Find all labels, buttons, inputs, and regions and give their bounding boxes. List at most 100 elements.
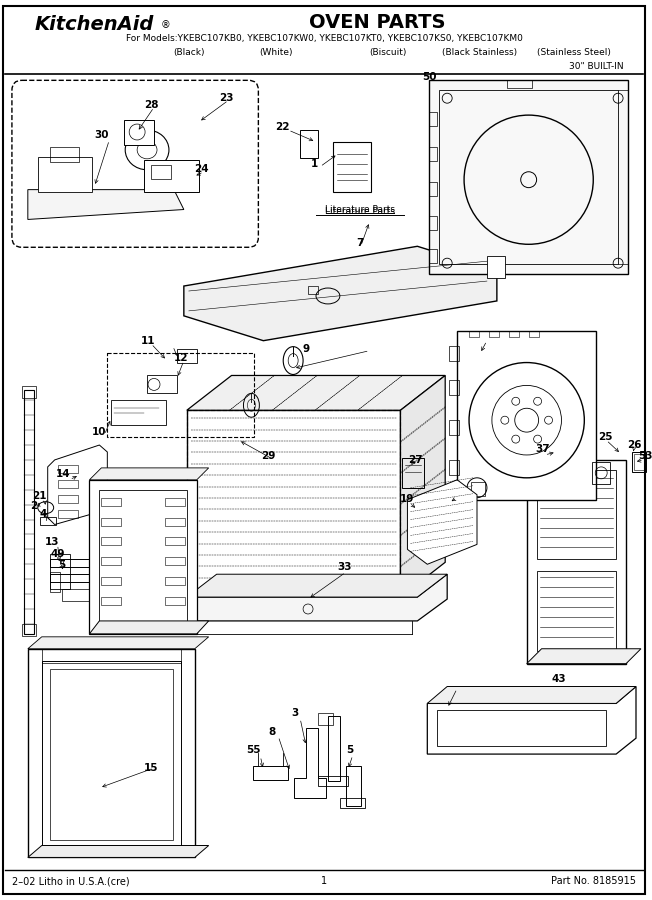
Text: 26: 26 xyxy=(627,440,642,450)
Bar xyxy=(22,386,36,399)
Bar xyxy=(429,182,437,195)
Bar xyxy=(537,470,616,559)
Bar xyxy=(38,157,93,192)
Text: Literature Parts: Literature Parts xyxy=(325,205,394,214)
Bar xyxy=(489,331,499,337)
Bar xyxy=(151,165,171,179)
Bar xyxy=(108,353,254,437)
Text: 4: 4 xyxy=(39,508,46,518)
Bar xyxy=(592,462,610,484)
Text: 29: 29 xyxy=(261,451,276,461)
Bar xyxy=(457,331,596,500)
Bar xyxy=(42,649,181,662)
Bar xyxy=(111,400,166,425)
Text: 21: 21 xyxy=(33,491,47,500)
Text: 19: 19 xyxy=(400,494,415,504)
Bar xyxy=(101,498,121,506)
Text: 30" BUILT-IN: 30" BUILT-IN xyxy=(569,62,624,71)
Text: 30: 30 xyxy=(94,130,109,140)
Text: Literature Parts: Literature Parts xyxy=(325,207,394,216)
Bar xyxy=(99,490,187,624)
Text: (Biscuit): (Biscuit) xyxy=(369,48,406,57)
Text: 49: 49 xyxy=(50,549,65,559)
Text: 2–02 Litho in U.S.A.(cre): 2–02 Litho in U.S.A.(cre) xyxy=(12,877,130,886)
Bar xyxy=(42,661,181,848)
Bar xyxy=(57,509,78,518)
Text: 2: 2 xyxy=(30,500,37,510)
Text: 1: 1 xyxy=(310,158,318,169)
Text: 15: 15 xyxy=(144,763,158,773)
Ellipse shape xyxy=(125,130,169,170)
Bar xyxy=(632,452,646,472)
Text: (White): (White) xyxy=(259,48,293,57)
Text: (Stainless Steel): (Stainless Steel) xyxy=(537,48,612,57)
Text: 24: 24 xyxy=(194,164,209,174)
Text: Part No. 8185915: Part No. 8185915 xyxy=(551,877,636,886)
Bar xyxy=(487,256,505,278)
Polygon shape xyxy=(28,637,209,649)
Polygon shape xyxy=(427,687,636,704)
Bar xyxy=(429,147,437,161)
Bar xyxy=(165,577,185,585)
Bar xyxy=(449,346,459,361)
Bar xyxy=(22,624,36,635)
Bar xyxy=(101,518,121,526)
Text: 55: 55 xyxy=(246,745,261,755)
Text: 37: 37 xyxy=(535,444,550,454)
Bar xyxy=(147,375,177,393)
Bar xyxy=(429,249,437,263)
Bar xyxy=(50,669,173,840)
Bar xyxy=(57,480,78,488)
Polygon shape xyxy=(187,375,445,410)
Polygon shape xyxy=(89,468,209,480)
Text: 14: 14 xyxy=(56,469,71,479)
Bar xyxy=(527,460,626,663)
Bar xyxy=(318,776,348,786)
Polygon shape xyxy=(187,574,447,621)
Bar xyxy=(449,490,459,505)
Text: For Models:YKEBC107KB0, YKEBC107KW0, YKEBC107KT0, YKEBC107KS0, YKEBC107KM0: For Models:YKEBC107KB0, YKEBC107KW0, YKE… xyxy=(126,34,522,43)
Polygon shape xyxy=(408,480,477,564)
Text: 25: 25 xyxy=(598,432,612,442)
Text: 50: 50 xyxy=(422,72,437,82)
Bar xyxy=(634,454,644,470)
Bar xyxy=(429,112,437,126)
Bar xyxy=(469,331,479,337)
Bar xyxy=(449,460,459,475)
Text: 5: 5 xyxy=(346,745,353,755)
Text: ®: ® xyxy=(161,20,171,30)
Polygon shape xyxy=(527,649,641,663)
Text: 11: 11 xyxy=(141,336,155,346)
Bar xyxy=(40,517,55,525)
Bar xyxy=(471,482,485,496)
Bar xyxy=(509,331,519,337)
Polygon shape xyxy=(28,190,184,220)
Bar xyxy=(57,495,78,503)
Bar xyxy=(439,90,618,265)
Text: 1: 1 xyxy=(321,877,327,886)
Bar xyxy=(318,714,333,725)
Polygon shape xyxy=(294,728,326,797)
Bar xyxy=(89,480,197,634)
Text: (Black): (Black) xyxy=(173,48,205,57)
Text: 3: 3 xyxy=(291,708,299,718)
Bar xyxy=(165,518,185,526)
Bar xyxy=(437,710,606,746)
Bar xyxy=(50,554,70,590)
Text: 12: 12 xyxy=(173,353,188,363)
Bar xyxy=(165,597,185,605)
Bar xyxy=(101,537,121,545)
Bar xyxy=(50,574,189,582)
Bar xyxy=(61,590,191,601)
Text: KitchenAid: KitchenAid xyxy=(35,15,154,34)
Polygon shape xyxy=(48,445,108,525)
Bar xyxy=(177,348,197,363)
Text: 43: 43 xyxy=(551,673,566,684)
Bar xyxy=(101,577,121,585)
Bar xyxy=(537,572,616,651)
Bar xyxy=(254,766,288,780)
Polygon shape xyxy=(184,247,497,341)
Bar xyxy=(429,217,437,230)
Text: OVEN PARTS: OVEN PARTS xyxy=(309,14,446,32)
Bar xyxy=(28,649,195,858)
